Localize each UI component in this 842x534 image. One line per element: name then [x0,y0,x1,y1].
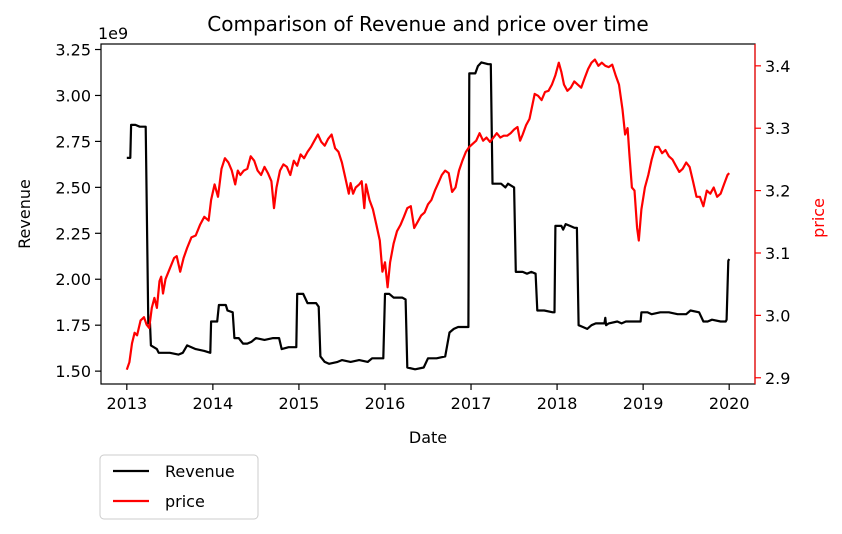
series-line-revenue [126,61,731,371]
y-right-axis-label: price [809,198,828,238]
y-left-tick-label: 2.75 [55,132,91,151]
x-tick-label: 2020 [709,394,750,413]
chart-title: Comparison of Revenue and price over tim… [207,12,648,36]
y-left-tick-label: 3.00 [55,86,91,105]
y-right-tick-label: 3.3 [765,119,790,138]
legend-label-revenue: Revenue [165,462,235,481]
x-tick-label: 2018 [537,394,578,413]
y-right-tick-label: 3.1 [765,244,790,263]
series-line-price [125,58,731,371]
y-right-tick-label: 3.0 [765,306,790,325]
y-right-tick-label: 2.9 [765,369,790,388]
x-tick-label: 2017 [451,394,492,413]
x-tick-label: 2013 [106,394,147,413]
y-left-axis-ticks: 1.50 1.75 2.00 2.25 2.50 2.75 3.00 3.25 [55,41,101,381]
legend: Revenue price [99,454,259,520]
x-axis-ticks: 2013 2014 2015 2016 2017 2018 2019 2020 [106,384,750,413]
legend-label-price: price [165,492,205,511]
y-left-tick-label: 1.50 [55,362,91,381]
y-left-tick-label: 2.00 [55,270,91,289]
series-lines [125,58,731,371]
x-tick-label: 2019 [623,394,664,413]
y-right-tick-label: 3.4 [765,57,790,76]
y-left-axis-label: Revenue [15,179,34,249]
x-tick-label: 2015 [279,394,320,413]
y-left-tick-label: 1.75 [55,316,91,335]
y-right-tick-label: 3.2 [765,182,790,201]
x-tick-label: 2014 [193,394,234,413]
x-tick-label: 2016 [365,394,406,413]
plot-area [100,43,756,385]
x-axis-label: Date [409,428,447,447]
y-left-tick-label: 3.25 [55,41,91,60]
y-left-tick-label: 2.50 [55,178,91,197]
y-left-tick-label: 2.25 [55,224,91,243]
left-axis-offset-text: 1e9 [98,24,128,43]
y-right-axis-ticks: 2.9 3.0 3.1 3.2 3.3 3.4 [755,57,790,388]
